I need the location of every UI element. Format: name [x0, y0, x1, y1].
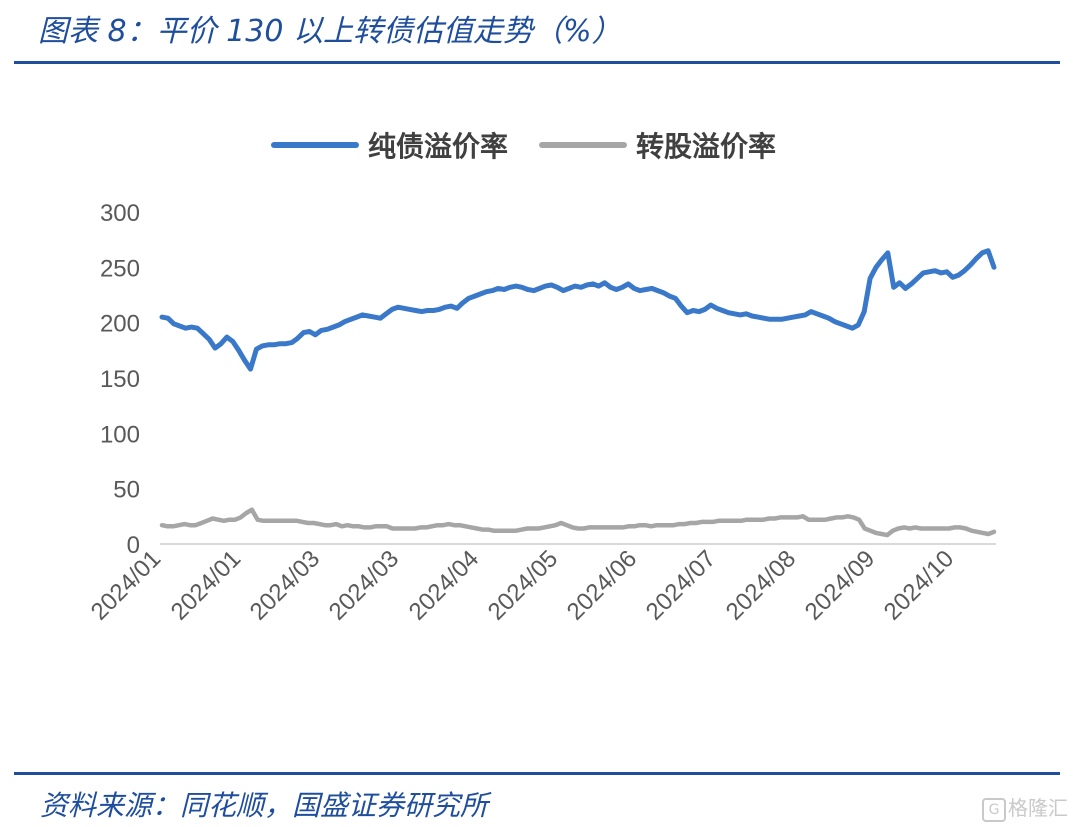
- watermark: G 格隆汇: [982, 792, 1068, 822]
- x-tick-label: 2024/03: [245, 545, 325, 625]
- y-axis: 0 50 100 150 200 250 300: [100, 200, 140, 559]
- watermark-text: 格隆汇: [1008, 796, 1068, 820]
- bottom-rule: [14, 772, 1060, 775]
- y-tick-label: 150: [100, 366, 140, 393]
- y-tick-label: 250: [100, 255, 140, 282]
- top-rule: [14, 61, 1060, 64]
- series-line-pure-bond-premium: [159, 248, 997, 372]
- x-tick-label: 2024/04: [404, 545, 484, 625]
- series-group: [159, 248, 997, 538]
- x-tick-label: 2024/07: [641, 545, 721, 625]
- x-tick-label: 2024/06: [562, 545, 642, 625]
- x-tick-label: 2024/10: [879, 545, 959, 625]
- x-tick-label: 2024/03: [324, 545, 404, 625]
- y-tick-label: 300: [100, 200, 140, 227]
- x-tick-label: 2024/09: [800, 545, 880, 625]
- legend-label-pure-bond-premium: 纯债溢价率: [368, 130, 508, 163]
- y-tick-label: 50: [113, 477, 140, 504]
- watermark-logo-icon: G: [982, 797, 1006, 822]
- source-note: 资料来源：同花顺，国盛证券研究所: [40, 789, 489, 822]
- x-tick-label: 2024/01: [166, 545, 246, 625]
- y-tick-label: 200: [100, 311, 140, 338]
- y-tick-label: 100: [100, 421, 140, 448]
- legend: 纯债溢价率 转股溢价率: [271, 130, 776, 163]
- x-tick-label: 2024/08: [721, 545, 801, 625]
- figure-title: 图表 8：平价 130 以上转债估值走势（%）: [38, 14, 622, 49]
- x-tick-label: 2024/05: [483, 545, 563, 625]
- legend-label-conversion-premium: 转股溢价率: [636, 130, 776, 163]
- y-tick-label: 0: [127, 532, 140, 559]
- series-line-conversion-premium: [159, 507, 997, 538]
